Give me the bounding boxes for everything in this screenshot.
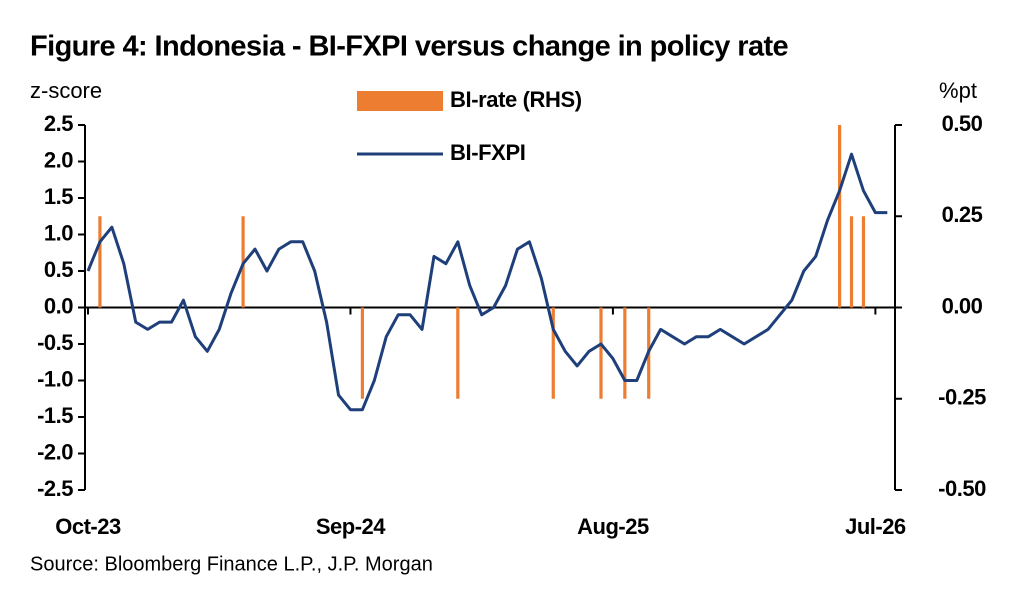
y-tick-label: -0.5 xyxy=(37,330,73,355)
y2-tick-label: 0.50 xyxy=(942,111,983,136)
bar xyxy=(360,307,364,399)
y-tick-label: 0.0 xyxy=(44,293,73,318)
x-tick-label: Sep-24 xyxy=(316,514,386,539)
bar xyxy=(861,216,866,308)
bar xyxy=(456,307,460,399)
bar xyxy=(98,216,102,308)
legend-label: BI-FXPI xyxy=(450,140,525,165)
y2-tick-label: 0.00 xyxy=(942,293,983,318)
y-axis-label: z-score xyxy=(30,78,102,103)
x-tick-label: Jul-26 xyxy=(845,514,906,539)
y2-axis-label: %pt xyxy=(939,78,977,103)
y2-tick-label: 0.25 xyxy=(942,202,983,227)
legend-label: BI-rate (RHS) xyxy=(450,87,582,112)
bar xyxy=(837,125,842,308)
legend-swatch xyxy=(357,91,443,111)
y-tick-label: 2.5 xyxy=(44,111,73,136)
y2-tick-label: -0.25 xyxy=(938,385,986,410)
x-tick-label: Aug-25 xyxy=(577,514,649,539)
y-tick-label: 0.5 xyxy=(44,257,73,282)
y-tick-label: -2.5 xyxy=(37,476,73,501)
bar xyxy=(551,307,555,399)
y-tick-label: 1.0 xyxy=(44,220,73,245)
chart-title: Figure 4: Indonesia - BI-FXPI versus cha… xyxy=(30,31,789,63)
y-tick-label: 1.5 xyxy=(44,184,73,209)
bar xyxy=(623,307,627,399)
bar xyxy=(599,307,603,399)
y-tick-label: -1.5 xyxy=(37,403,73,428)
y2-tick-label: -0.50 xyxy=(938,476,986,501)
bar xyxy=(849,216,854,308)
y-tick-label: 2.0 xyxy=(44,147,73,172)
y-tick-label: -1.0 xyxy=(37,366,73,391)
y-tick-label: -2.0 xyxy=(37,439,73,464)
line xyxy=(86,152,888,412)
x-tick-label: Oct-23 xyxy=(55,514,121,539)
source: Source: Bloomberg Finance L.P., J.P. Mor… xyxy=(30,553,433,575)
